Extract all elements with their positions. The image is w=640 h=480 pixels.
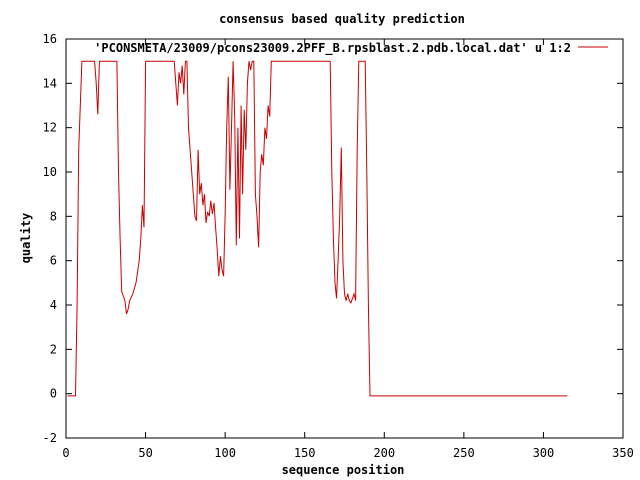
- y-tick-label: 10: [43, 165, 57, 179]
- y-tick-label: 4: [50, 298, 57, 312]
- x-axis-ticks: 0 50 100 150 200 250 300 350: [62, 39, 634, 460]
- y-tick-label: 6: [50, 254, 57, 268]
- y-tick-label: 8: [50, 209, 57, 223]
- x-tick-label: 0: [62, 446, 69, 460]
- y-tick-label: 2: [50, 342, 57, 356]
- x-tick-label: 150: [294, 446, 316, 460]
- x-tick-label: 200: [373, 446, 395, 460]
- series-group: [67, 60, 568, 397]
- plot-frame: [65, 38, 624, 439]
- y-axis-label: quality: [19, 213, 33, 264]
- x-tick-label: 300: [533, 446, 555, 460]
- x-tick-label: 250: [453, 446, 475, 460]
- y-axis-ticks: -2 0 2 4 6 8 10 12 14 16: [43, 32, 623, 445]
- x-tick-label: 50: [138, 446, 152, 460]
- y-tick-label: 14: [43, 76, 57, 90]
- x-tick-label: 350: [612, 446, 634, 460]
- chart-title: consensus based quality prediction: [219, 12, 465, 26]
- y-tick-label: 12: [43, 121, 57, 135]
- y-tick-label: 0: [50, 387, 57, 401]
- x-tick-label: 100: [214, 446, 236, 460]
- y-tick-label: 16: [43, 32, 57, 46]
- y-tick-label: -2: [43, 431, 57, 445]
- series-line: [67, 60, 568, 397]
- legend: 'PCONSMETA/23009/pcons23009.2PFF_B.rpsbl…: [94, 41, 608, 56]
- legend-entry-label: 'PCONSMETA/23009/pcons23009.2PFF_B.rpsbl…: [94, 41, 571, 56]
- x-axis-label: sequence position: [282, 463, 405, 477]
